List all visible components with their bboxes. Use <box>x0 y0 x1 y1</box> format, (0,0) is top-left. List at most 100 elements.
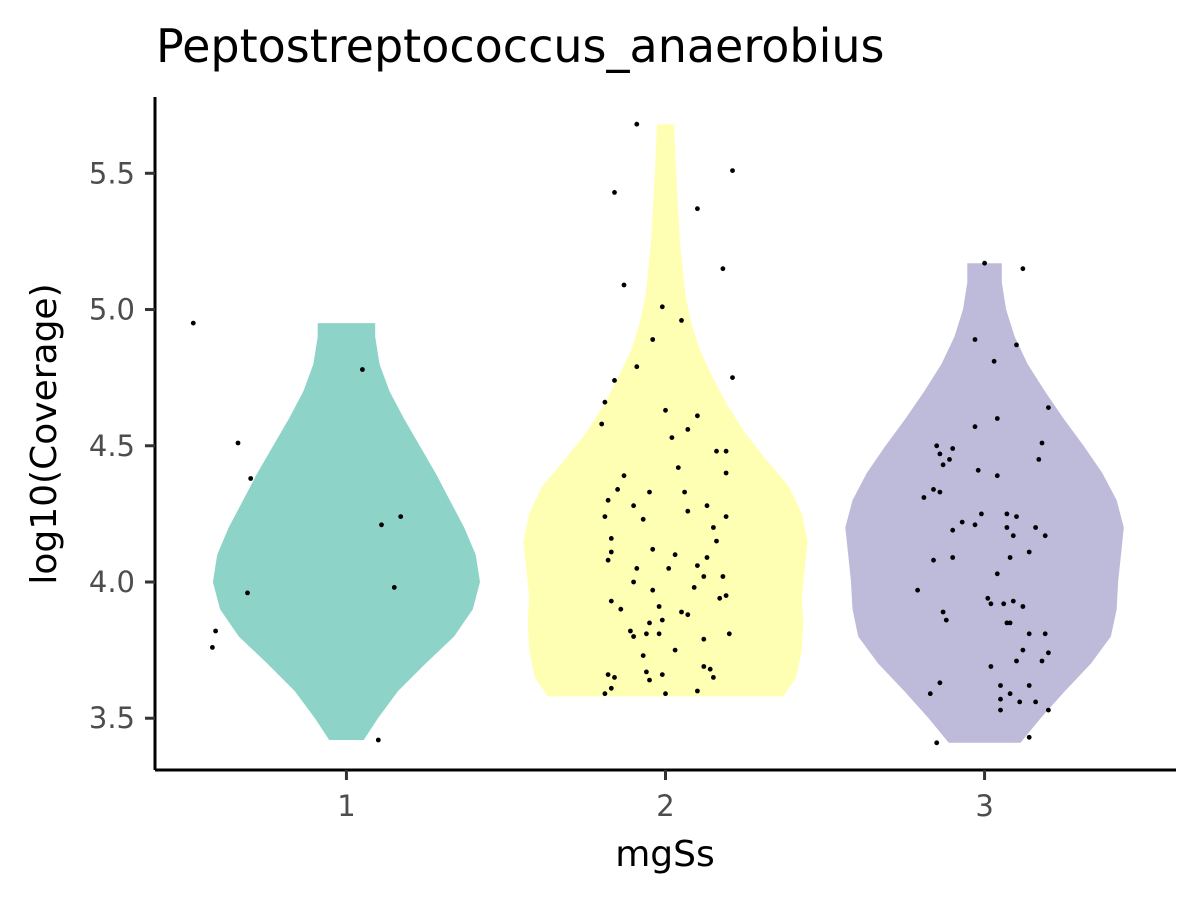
data-point-3-61 <box>998 707 1003 713</box>
data-point-2-59 <box>628 628 633 634</box>
data-point-3-18 <box>931 487 936 492</box>
data-point-3-64 <box>934 740 940 746</box>
data-point-3-8 <box>972 424 978 430</box>
data-point-3-19 <box>937 489 943 495</box>
y-tick-label: 4.5 <box>89 429 135 463</box>
data-point-2-31 <box>640 516 646 522</box>
data-point-3-22 <box>921 495 927 500</box>
y-tick-label: 5.5 <box>89 156 135 190</box>
violin-1 <box>212 323 480 740</box>
data-point-2-51 <box>723 593 729 598</box>
data-point-3-60 <box>1017 699 1023 705</box>
data-point-2-1 <box>634 121 640 127</box>
data-point-3-33 <box>950 555 956 560</box>
data-point-3-12 <box>937 451 943 457</box>
data-point-2-44 <box>634 566 640 571</box>
data-point-2-33 <box>723 514 729 519</box>
data-point-3-46 <box>1026 631 1032 637</box>
data-point-3-55 <box>1026 683 1032 688</box>
data-point-2-61 <box>644 631 649 637</box>
data-point-2-65 <box>672 647 678 653</box>
data-point-2-18 <box>669 435 675 440</box>
data-point-3-14 <box>1036 457 1042 462</box>
data-point-3-3 <box>972 337 978 342</box>
data-point-3-6 <box>1046 405 1051 410</box>
chart-title: Peptostreptococcus_anaerobius <box>156 19 884 73</box>
data-point-2-30 <box>602 514 608 519</box>
data-point-3-20 <box>979 511 984 517</box>
data-point-2-62 <box>631 634 636 639</box>
data-point-3-21 <box>1014 514 1019 519</box>
data-point-2-20 <box>723 448 729 454</box>
data-point-3-53 <box>937 680 943 686</box>
data-point-2-76 <box>663 691 668 697</box>
data-point-3-52 <box>988 664 994 669</box>
data-point-3-16 <box>975 467 981 473</box>
data-point-3-54 <box>998 683 1003 688</box>
x-tick-label: 1 <box>337 789 355 823</box>
x-tick-label: 2 <box>656 789 674 823</box>
data-point-3-27 <box>1033 525 1038 530</box>
x-tick-label: 3 <box>975 789 993 823</box>
data-point-3-37 <box>985 595 991 601</box>
data-point-1-8 <box>245 590 250 596</box>
data-point-3-24 <box>959 519 965 525</box>
data-point-2-58 <box>647 620 652 626</box>
data-point-2-24 <box>615 487 620 492</box>
y-tick-label: 5.0 <box>89 293 135 327</box>
data-point-3-5 <box>991 358 997 364</box>
data-point-3-15 <box>940 462 946 468</box>
data-point-2-22 <box>621 473 627 479</box>
data-point-2-70 <box>644 669 649 675</box>
data-point-2-5 <box>720 266 726 272</box>
data-point-2-21 <box>675 465 681 470</box>
data-point-2-68 <box>612 675 617 680</box>
data-point-1-6 <box>379 522 384 528</box>
data-point-2-14 <box>695 413 700 419</box>
data-point-3-41 <box>1020 604 1026 609</box>
data-point-2-7 <box>659 304 665 310</box>
data-point-3-39 <box>988 601 994 607</box>
data-point-3-63 <box>1026 734 1032 740</box>
data-point-2-45 <box>720 574 726 579</box>
data-point-2-52 <box>608 598 614 604</box>
data-point-2-63 <box>701 636 707 642</box>
data-point-2-38 <box>608 549 614 555</box>
data-point-2-6 <box>621 282 627 288</box>
data-point-3-32 <box>931 557 936 563</box>
data-point-2-64 <box>726 631 732 637</box>
data-point-3-40 <box>1010 598 1016 604</box>
data-point-2-28 <box>631 503 636 509</box>
data-point-2-26 <box>682 489 687 495</box>
data-point-3-4 <box>1014 342 1019 348</box>
data-point-2-47 <box>631 579 636 585</box>
data-point-2-48 <box>691 585 697 590</box>
data-point-2-2 <box>730 168 735 174</box>
data-point-3-43 <box>943 617 949 623</box>
data-point-2-9 <box>650 337 656 342</box>
data-point-2-60 <box>656 631 662 637</box>
y-tick-label: 4.0 <box>89 565 135 599</box>
data-point-2-16 <box>663 407 668 413</box>
data-point-2-23 <box>723 470 729 476</box>
data-point-2-74 <box>711 675 716 680</box>
data-point-3-49 <box>1020 647 1026 653</box>
data-point-3-17 <box>994 473 1000 479</box>
data-point-3-28 <box>950 527 956 533</box>
data-point-2-34 <box>711 525 716 530</box>
data-point-2-32 <box>685 508 691 514</box>
data-point-1-1 <box>190 320 196 326</box>
data-point-2-8 <box>679 318 684 323</box>
data-point-1-5 <box>398 514 404 519</box>
data-point-3-10 <box>934 443 940 449</box>
data-point-3-34 <box>1007 555 1013 560</box>
x-axis-ticks: 1 2 3 <box>337 770 994 823</box>
data-point-2-43 <box>695 563 700 568</box>
data-point-3-58 <box>998 696 1003 702</box>
data-point-2-40 <box>704 555 710 560</box>
data-point-3-30 <box>1042 533 1048 539</box>
data-point-3-62 <box>1046 707 1051 713</box>
data-point-3-51 <box>1039 658 1045 664</box>
data-point-2-4 <box>695 206 700 212</box>
